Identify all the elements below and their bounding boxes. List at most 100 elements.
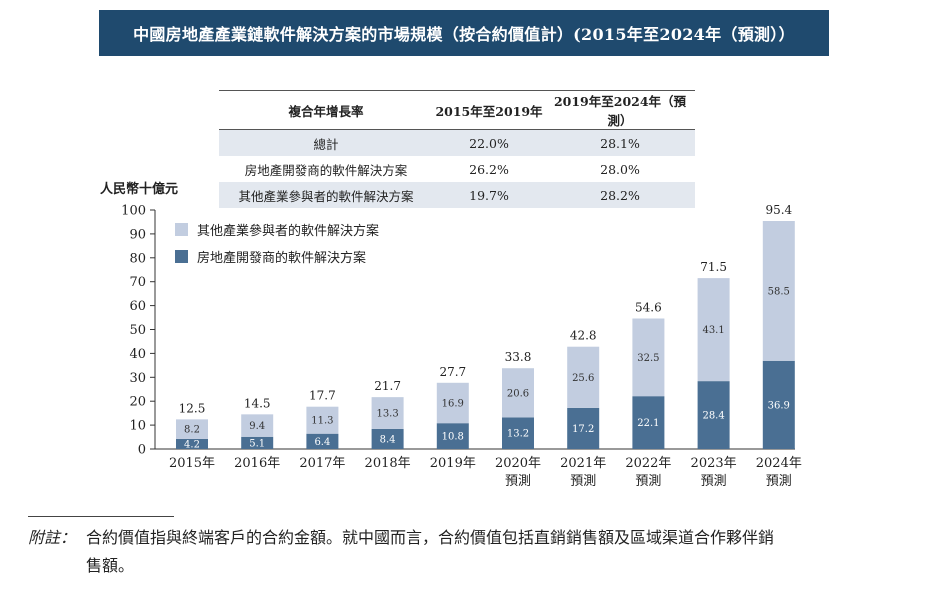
cagr-row-label: 房地產開發商的軟件解決方案 <box>244 162 408 178</box>
chart-title: 中國房地產產業鏈軟件解決方案的市場規模（按合約價值計）(2015年至2024年（… <box>99 10 829 56</box>
bar-segment-others <box>371 397 404 429</box>
cagr-row-others: 其他產業參與者的軟件解決方案 19.7% 28.2% <box>219 182 695 208</box>
data-label-developers: 4.2 <box>184 439 200 450</box>
cagr-row-value1: 19.7% <box>469 187 509 203</box>
cagr-row-value1: 22.0% <box>469 135 509 151</box>
x-tick-label-sub: 預測 <box>766 474 792 489</box>
data-label-developers: 17.2 <box>572 424 594 435</box>
bar-segment-others <box>241 414 274 437</box>
legend-swatch-others <box>175 223 188 236</box>
x-tick-label: 2017年 <box>299 456 345 471</box>
y-tick-label: 0 <box>138 443 146 458</box>
footnote-divider <box>28 516 174 517</box>
x-tick-label: 2021年 <box>560 456 606 471</box>
data-label-total: 95.4 <box>765 203 792 217</box>
x-tick-label: 2015年 <box>169 456 215 471</box>
x-tick-label-sub: 預測 <box>570 474 596 489</box>
cagr-row-value2: 28.2% <box>600 187 640 203</box>
bar-segment-developers <box>502 417 534 449</box>
data-label-developers: 6.4 <box>314 437 330 448</box>
y-axis-unit-label: 人民幣十億元 <box>100 182 179 197</box>
footnote-text-line2: 售額。 <box>86 556 135 575</box>
data-label-total: 12.5 <box>179 401 206 415</box>
x-tick-label: 2022年 <box>625 456 671 471</box>
data-label-others: 43.1 <box>702 325 724 336</box>
data-label-others: 8.2 <box>184 425 200 436</box>
footnote-text-line1: 合約價值指與終端客戶的合約金額。就中國而言，合約價值包括直銷銷售額及區域渠道合作… <box>86 528 775 547</box>
data-label-total: 71.5 <box>700 260 727 274</box>
data-label-others: 32.5 <box>637 353 659 364</box>
data-label-developers: 8.4 <box>380 434 396 445</box>
cagr-header-period2: 2019年至2024年（預測） <box>553 94 687 128</box>
data-label-developers: 36.9 <box>768 400 790 411</box>
cagr-row-value2: 28.0% <box>600 161 640 177</box>
x-tick-label: 2016年 <box>234 456 280 471</box>
x-tick-label: 2024年 <box>756 456 802 471</box>
bar-segment-developers <box>436 423 469 449</box>
bar-segment-others <box>762 220 795 361</box>
cagr-header-label: 複合年增長率 <box>288 103 364 119</box>
stacked-bar-chart: 0 10 20 30 40 50 60 70 80 90 100 4.2 8.2 12.5 2015年 5.1… <box>121 203 802 489</box>
data-label-total: 27.7 <box>439 365 466 379</box>
bar-segment-developers <box>762 360 795 449</box>
data-label-developers: 5.1 <box>249 438 265 449</box>
footnote-label: 附註： <box>28 528 77 547</box>
legend-label-others: 其他產業參與者的軟件解決方案 <box>197 223 379 239</box>
data-label-others: 9.4 <box>249 421 265 432</box>
data-label-developers: 10.8 <box>442 432 464 443</box>
data-label-others: 11.3 <box>311 416 333 427</box>
x-tick-label-sub: 預測 <box>635 474 661 489</box>
data-label-total: 17.7 <box>309 389 336 403</box>
bar-segment-others <box>502 368 534 418</box>
data-label-others: 20.6 <box>507 388 529 399</box>
bar-segment-developers <box>371 428 404 449</box>
data-label-others: 16.9 <box>442 398 464 409</box>
y-tick-label: 100 <box>121 204 146 219</box>
y-tick-label: 40 <box>129 347 146 362</box>
data-label-others: 25.6 <box>572 373 594 384</box>
bar-segment-others <box>632 318 665 397</box>
x-tick-label: 2023年 <box>691 456 737 471</box>
data-label-total: 42.8 <box>570 329 597 343</box>
cagr-row-label: 其他產業參與者的軟件解決方案 <box>238 188 414 204</box>
bar-segment-developers <box>697 381 730 449</box>
legend-label-developers: 房地產開發商的軟件解決方案 <box>197 250 366 266</box>
x-tick-label: 2018年 <box>365 456 411 471</box>
bar-segment-developers <box>632 396 665 449</box>
bar-segment-others <box>567 346 600 408</box>
cagr-row-total: 總計 22.0% 28.1% <box>219 129 695 156</box>
x-tick-label: 2019年 <box>430 456 476 471</box>
legend-swatch-developers <box>175 250 188 263</box>
bar-segment-others <box>176 419 208 439</box>
data-label-total: 33.8 <box>505 350 532 364</box>
y-tick-label: 60 <box>129 299 146 314</box>
x-tick-label-sub: 預測 <box>505 474 531 489</box>
bar-segment-others <box>697 278 730 382</box>
footnote: 附註： 合約價值指與終端客戶的合約金額。就中國而言，合約價值包括直銷銷售額及區域渠… <box>28 524 908 580</box>
bar-segment-developers <box>176 438 208 449</box>
data-label-developers: 28.4 <box>702 411 724 422</box>
data-label-others: 13.3 <box>376 409 398 420</box>
cagr-header-period1: 2015年至2019年 <box>435 103 543 119</box>
bar-segment-others <box>306 406 339 434</box>
bar-segment-developers <box>241 436 274 449</box>
y-tick-label: 10 <box>129 419 146 434</box>
y-tick-label: 80 <box>129 251 146 266</box>
bar-segment-developers <box>567 407 600 449</box>
y-tick-label: 30 <box>129 371 146 386</box>
data-label-others: 58.5 <box>768 286 790 297</box>
cagr-row-value1: 26.2% <box>469 161 509 177</box>
data-label-total: 14.5 <box>244 396 271 410</box>
bar-segment-others <box>436 382 469 424</box>
data-label-total: 54.6 <box>635 301 662 315</box>
data-label-developers: 13.2 <box>507 429 529 440</box>
cagr-row-value2: 28.1% <box>600 135 640 151</box>
y-tick-label: 20 <box>129 395 146 410</box>
data-label-developers: 22.1 <box>637 418 659 429</box>
cagr-header-row: 複合年增長率 2015年至2019年 2019年至2024年（預測） <box>219 90 695 130</box>
data-label-total: 21.7 <box>374 379 401 393</box>
cagr-row-developers: 房地產開發商的軟件解決方案 26.2% 28.0% <box>219 156 695 182</box>
cagr-row-label: 總計 <box>313 136 339 152</box>
y-tick-label: 70 <box>129 275 146 290</box>
x-tick-label: 2020年 <box>495 456 541 471</box>
